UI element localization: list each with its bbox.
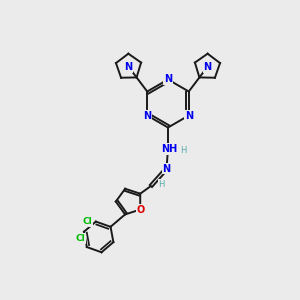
Text: N: N [124, 62, 133, 72]
Text: N: N [164, 74, 172, 85]
Text: N: N [203, 62, 211, 72]
Text: N: N [185, 110, 193, 121]
Text: H: H [180, 146, 187, 155]
Text: Cl: Cl [76, 234, 85, 243]
Text: N: N [162, 164, 171, 174]
Text: NH: NH [161, 144, 178, 154]
Text: O: O [137, 205, 145, 215]
Text: N: N [143, 110, 151, 121]
Text: Cl: Cl [82, 217, 92, 226]
Text: H: H [158, 180, 165, 189]
